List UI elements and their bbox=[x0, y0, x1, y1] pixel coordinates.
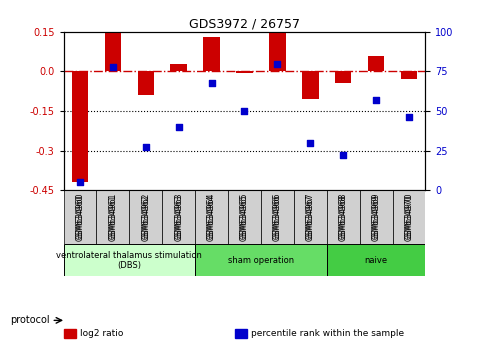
Point bbox=[76, 179, 84, 185]
Point bbox=[371, 97, 379, 103]
FancyBboxPatch shape bbox=[195, 245, 326, 276]
Point bbox=[273, 61, 281, 66]
FancyBboxPatch shape bbox=[227, 190, 261, 245]
Text: GSM634961: GSM634961 bbox=[108, 194, 117, 241]
Text: GSM634960: GSM634960 bbox=[75, 193, 84, 239]
Text: GSM634968: GSM634968 bbox=[338, 193, 347, 239]
Point bbox=[240, 108, 248, 114]
Text: GSM634963: GSM634963 bbox=[174, 194, 183, 241]
Text: GSM634967: GSM634967 bbox=[305, 193, 314, 239]
Bar bbox=[104, 32, 121, 72]
FancyBboxPatch shape bbox=[261, 190, 293, 245]
Bar bbox=[170, 63, 186, 72]
Text: protocol: protocol bbox=[10, 315, 49, 325]
Bar bbox=[334, 72, 351, 83]
Text: GSM634968: GSM634968 bbox=[338, 194, 347, 241]
Bar bbox=[367, 56, 384, 72]
Text: GSM634964: GSM634964 bbox=[207, 193, 216, 239]
Bar bbox=[137, 72, 154, 95]
Text: GSM634965: GSM634965 bbox=[240, 194, 248, 241]
FancyBboxPatch shape bbox=[326, 245, 425, 276]
Title: GDS3972 / 26757: GDS3972 / 26757 bbox=[189, 18, 299, 31]
Text: ventrolateral thalamus stimulation
(DBS): ventrolateral thalamus stimulation (DBS) bbox=[56, 251, 202, 270]
Point bbox=[109, 64, 117, 69]
Text: GSM634962: GSM634962 bbox=[141, 193, 150, 239]
Bar bbox=[236, 72, 252, 73]
Text: GSM634970: GSM634970 bbox=[404, 193, 413, 239]
FancyBboxPatch shape bbox=[96, 190, 129, 245]
Text: GSM634962: GSM634962 bbox=[141, 194, 150, 241]
Point bbox=[207, 80, 215, 85]
Text: GSM634966: GSM634966 bbox=[272, 193, 281, 239]
Text: GSM634963: GSM634963 bbox=[174, 193, 183, 239]
FancyBboxPatch shape bbox=[392, 190, 425, 245]
Text: naive: naive bbox=[364, 256, 387, 265]
Bar bbox=[400, 72, 416, 79]
FancyBboxPatch shape bbox=[63, 245, 195, 276]
FancyBboxPatch shape bbox=[162, 190, 195, 245]
FancyBboxPatch shape bbox=[293, 190, 326, 245]
Text: GSM634965: GSM634965 bbox=[240, 193, 248, 239]
FancyBboxPatch shape bbox=[129, 190, 162, 245]
Text: GSM634960: GSM634960 bbox=[75, 194, 84, 241]
FancyBboxPatch shape bbox=[195, 190, 227, 245]
FancyBboxPatch shape bbox=[359, 190, 392, 245]
Bar bbox=[72, 72, 88, 182]
Point bbox=[142, 144, 149, 150]
FancyBboxPatch shape bbox=[63, 190, 96, 245]
Point bbox=[339, 153, 346, 158]
Text: GSM634969: GSM634969 bbox=[371, 193, 380, 239]
Text: log2 ratio: log2 ratio bbox=[80, 329, 123, 338]
Bar bbox=[268, 32, 285, 72]
Bar bbox=[302, 72, 318, 99]
Text: GSM634966: GSM634966 bbox=[272, 194, 281, 241]
Text: GSM634967: GSM634967 bbox=[305, 194, 314, 241]
Text: sham operation: sham operation bbox=[227, 256, 293, 265]
Text: percentile rank within the sample: percentile rank within the sample bbox=[250, 329, 403, 338]
Point bbox=[174, 124, 182, 130]
Text: GSM634970: GSM634970 bbox=[404, 194, 413, 241]
Text: GSM634964: GSM634964 bbox=[207, 194, 216, 241]
Point bbox=[404, 115, 412, 120]
FancyBboxPatch shape bbox=[326, 190, 359, 245]
Bar bbox=[203, 37, 220, 72]
Text: GSM634961: GSM634961 bbox=[108, 193, 117, 239]
Text: GSM634969: GSM634969 bbox=[371, 194, 380, 241]
Point bbox=[306, 140, 314, 145]
